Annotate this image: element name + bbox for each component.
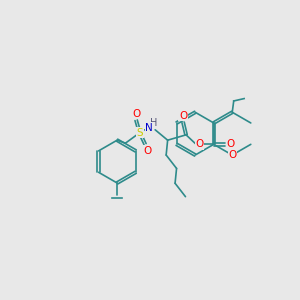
Text: H: H [150, 118, 158, 128]
Text: O: O [132, 109, 140, 119]
Text: O: O [228, 150, 236, 160]
Text: N: N [145, 123, 153, 133]
Text: O: O [143, 146, 152, 156]
Text: S: S [136, 128, 143, 138]
Text: O: O [226, 140, 235, 149]
Text: O: O [196, 140, 204, 149]
Text: O: O [179, 111, 187, 121]
